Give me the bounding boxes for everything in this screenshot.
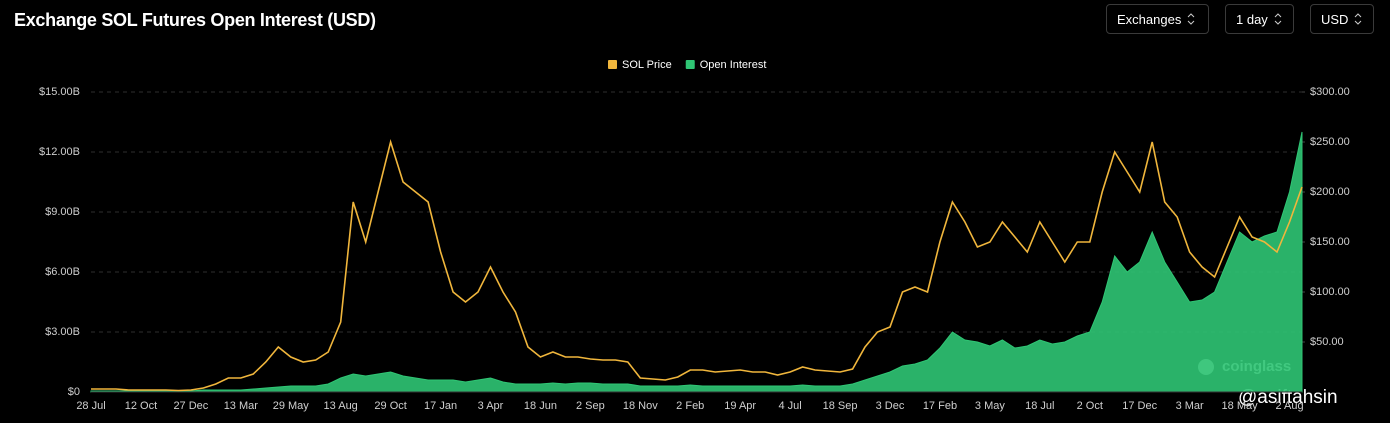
open-interest-area <box>90 131 1303 393</box>
x-tick-label: 3 Mar <box>1176 400 1204 412</box>
x-tick-label: 28 Jul <box>76 400 105 412</box>
x-tick-label: 2 Feb <box>676 400 704 412</box>
watermark: coinglass <box>1222 358 1291 375</box>
y-tick-label: $6.00B <box>45 266 80 278</box>
legend-swatch <box>685 60 695 69</box>
x-tick-label: 13 Aug <box>324 400 358 412</box>
x-tick-label: 12 Oct <box>125 400 157 412</box>
x-tick-label: 3 Apr <box>478 400 504 412</box>
x-tick-label: 17 Feb <box>923 400 957 412</box>
x-tick-label: 2 Aug <box>1275 400 1303 412</box>
x-tick-label: 2 Oct <box>1077 400 1103 412</box>
x-tick-label: 2 Sep <box>576 400 605 412</box>
y-tick-label: $15.00B <box>39 86 80 98</box>
x-tick-label: 18 Nov <box>623 400 658 412</box>
x-tick-label: 3 May <box>975 400 1005 412</box>
price-line <box>91 139 1303 392</box>
exchanges-dropdown[interactable]: Exchanges <box>1106 4 1209 34</box>
x-tick-label: 18 May <box>1222 400 1259 412</box>
watermark: @asiftahsin <box>1238 387 1338 408</box>
x-tick-label: 17 Jan <box>424 400 457 412</box>
y-tick-label: $0 <box>68 386 80 398</box>
x-tick-label: 18 Sep <box>823 400 858 412</box>
x-tick-label: 17 Dec <box>1122 400 1157 412</box>
x-tick-label: 18 Jul <box>1025 400 1054 412</box>
x-tick-label: 13 Mar <box>224 400 259 412</box>
y-tick-label: $9.00B <box>45 206 80 218</box>
currency-dropdown[interactable]: USD <box>1310 4 1374 34</box>
y-tick-label: $3.00B <box>45 326 80 338</box>
dropdown-label: Exchanges <box>1117 11 1182 27</box>
y-tick-label: $12.00B <box>39 146 80 158</box>
chevron <box>1187 13 1195 25</box>
watermark-logo <box>1198 359 1214 375</box>
interval-dropdown[interactable]: 1 day <box>1225 4 1294 34</box>
legend-label: Open Interest <box>700 59 767 71</box>
x-tick-label: 18 Jun <box>524 400 557 412</box>
x-tick-label: 29 Oct <box>374 400 406 412</box>
x-tick-label: 3 Dec <box>876 400 905 412</box>
y2-tick-label: $100.00 <box>1310 286 1350 298</box>
y2-tick-label: $150.00 <box>1310 236 1350 248</box>
chevron <box>1355 13 1362 25</box>
legend-swatch <box>608 60 617 69</box>
x-tick-label: 4 Jul <box>779 400 802 412</box>
x-tick-label: 27 Dec <box>173 400 208 412</box>
y2-tick-label: $50.00 <box>1310 336 1344 348</box>
y2-tick-label: $300.00 <box>1310 86 1350 98</box>
x-tick-label: 29 May <box>273 400 310 412</box>
y2-tick-label: $200.00 <box>1310 186 1350 198</box>
y2-tick-label: $250.00 <box>1310 136 1350 148</box>
chevron <box>1274 13 1282 25</box>
chart-title: Exchange SOL Futures Open Interest (USD) <box>14 10 376 30</box>
x-tick-label: 19 Apr <box>724 400 756 412</box>
dropdown-label: USD <box>1321 11 1349 27</box>
dropdown-label: 1 day <box>1236 11 1268 27</box>
legend-label: SOL Price <box>622 59 672 71</box>
